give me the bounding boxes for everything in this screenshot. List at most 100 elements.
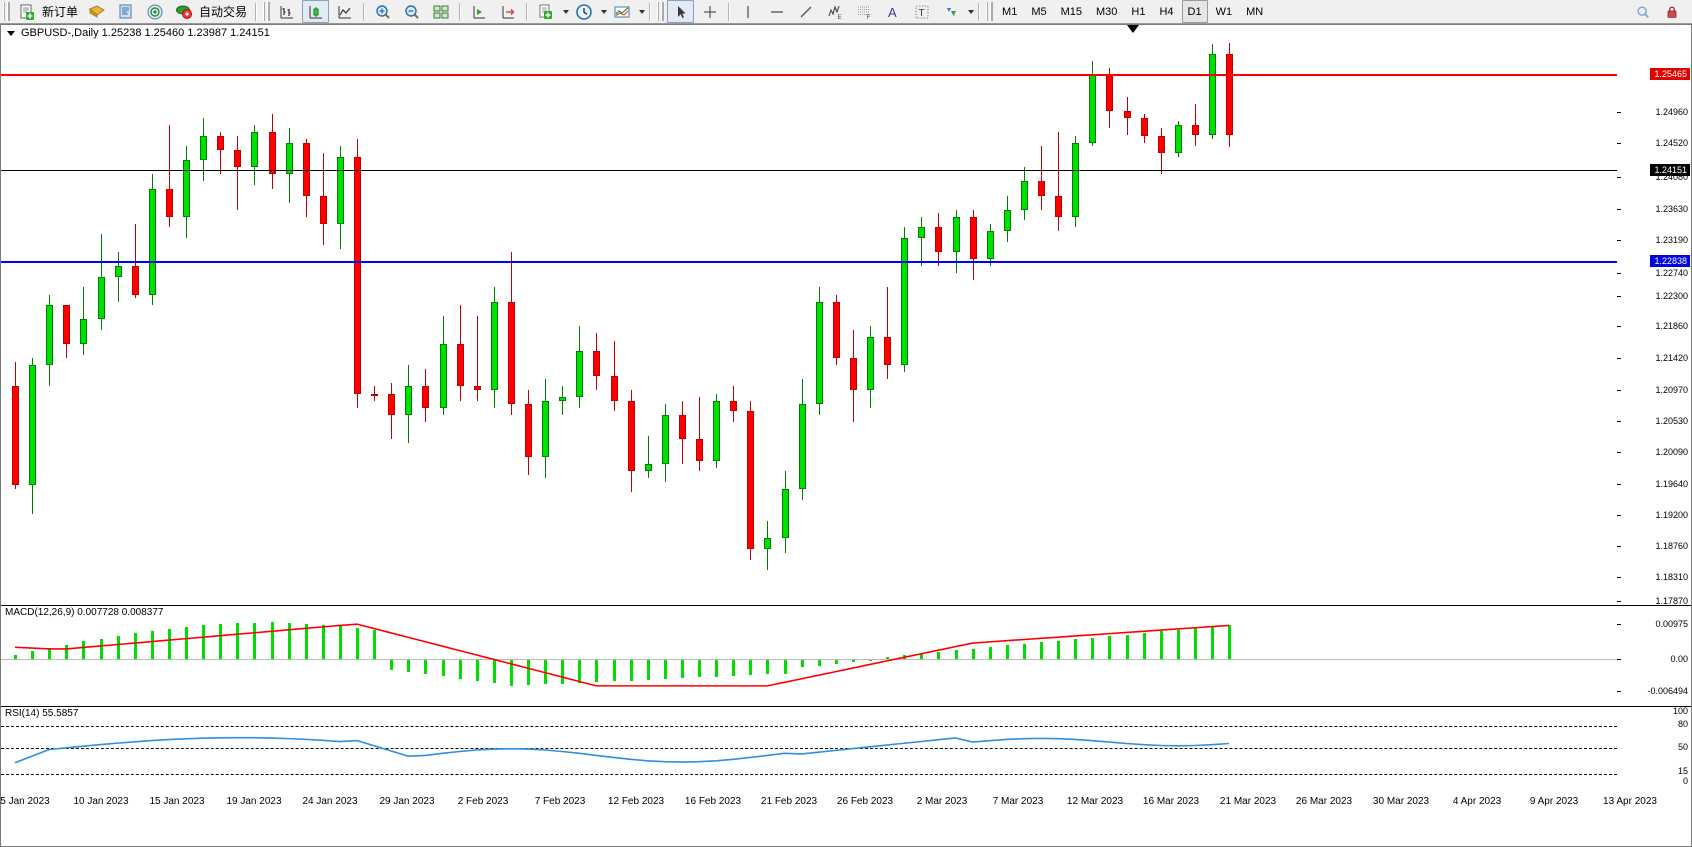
macd-histogram-bar <box>715 659 719 677</box>
zoom-out-icon[interactable] <box>398 0 425 23</box>
zoom-in-icon[interactable] <box>369 0 396 23</box>
fibonacci-icon[interactable]: F <box>850 0 877 23</box>
indicators-dropdown-caret[interactable] <box>639 9 646 14</box>
chart-symbol-ohlc: GBPUSD-,Daily 1.25238 1.25460 1.23987 1.… <box>21 27 270 39</box>
macd-histogram-bar <box>834 659 838 665</box>
templates-dropdown-caret[interactable] <box>563 9 570 14</box>
shapes-icon[interactable] <box>937 0 964 23</box>
chart-symbol-header[interactable]: GBPUSD-,Daily 1.25238 1.25460 1.23987 1.… <box>1 25 270 41</box>
pane-divider-1[interactable] <box>1 605 1691 606</box>
macd-histogram-bar <box>544 659 548 685</box>
hline-support[interactable] <box>1 261 1617 263</box>
toolbar-grip-4[interactable] <box>986 2 994 21</box>
price-label: 1.22300 <box>1655 291 1688 301</box>
rsi-pane[interactable]: RSI(14) 55.5857 100 80 50 15 0 <box>1 706 1691 795</box>
toolbar-grip-3[interactable] <box>657 2 665 21</box>
timeframe-d1[interactable]: D1 <box>1181 0 1208 23</box>
line-chart-icon[interactable] <box>331 0 358 23</box>
macd-histogram-bar <box>680 659 684 679</box>
bar-chart-icon[interactable] <box>273 0 300 23</box>
price-label: 1.20530 <box>1655 416 1688 426</box>
macd-axis: 0.00975 0.00 -0.006494 <box>1617 606 1691 706</box>
label-icon[interactable]: T <box>908 0 935 23</box>
price-label: 1.18760 <box>1655 541 1688 551</box>
date-axis[interactable]: 5 Jan 2023 10 Jan 2023 15 Jan 2023 19 Jan 2… <box>0 794 1691 846</box>
templates-icon[interactable] <box>532 0 559 23</box>
macd-histogram-bar <box>287 622 291 659</box>
price-tick <box>1617 273 1621 274</box>
timeframe-h4[interactable]: H4 <box>1159 5 1174 18</box>
chart-menu-caret[interactable] <box>7 30 15 36</box>
macd-axis-label: 0.00 <box>1670 654 1688 664</box>
macd-histogram-bar <box>851 659 855 663</box>
toolbar-grip[interactable] <box>3 2 10 21</box>
chart-window[interactable]: GBPUSD-,Daily 1.25238 1.25460 1.23987 1.… <box>0 24 1692 847</box>
timeframe-h1[interactable]: H1 <box>1131 5 1146 18</box>
candle <box>644 25 652 605</box>
macd-histogram-bar <box>441 659 445 677</box>
macd-plot-area[interactable]: MACD(12,26,9) 0.007728 0.008377 <box>1 606 1617 706</box>
macd-histogram-bar <box>527 659 530 686</box>
macd-histogram-bar <box>270 622 274 659</box>
macd-histogram-bar <box>886 657 890 659</box>
timeframe-m15[interactable]: M15 <box>1060 5 1082 18</box>
timeframe-m1[interactable]: M1 <box>1002 5 1018 18</box>
shift-end-icon[interactable] <box>465 0 492 23</box>
period-icon[interactable] <box>570 0 597 23</box>
profile-icon[interactable] <box>83 0 110 23</box>
toolbar-grip-2[interactable] <box>263 2 271 21</box>
indicators-icon[interactable] <box>608 0 635 23</box>
auto-scroll-icon[interactable] <box>494 0 521 23</box>
new-order-button[interactable] <box>13 0 40 23</box>
candle <box>165 25 173 605</box>
macd-histogram-bar <box>749 659 753 676</box>
candle <box>29 25 37 605</box>
macd-histogram-bar <box>612 659 616 682</box>
rsi-level-80 <box>1 725 1617 727</box>
text-icon[interactable]: A <box>879 0 906 23</box>
price-plot-area[interactable] <box>1 25 1617 605</box>
timeframe-m30[interactable]: M30 <box>1096 5 1118 18</box>
autotrading-icon[interactable] <box>170 0 197 23</box>
hline-resistance[interactable] <box>1 74 1617 76</box>
shapes-dropdown-caret[interactable] <box>968 9 975 14</box>
macd-histogram-bar <box>1005 645 1009 659</box>
rsi-plot-area[interactable]: RSI(14) 55.5857 <box>1 707 1617 795</box>
trendline-icon[interactable] <box>792 0 819 23</box>
date-label: 12 Mar 2023 <box>1066 796 1124 807</box>
lock-icon[interactable] <box>1658 0 1685 23</box>
macd-histogram-bar <box>1057 640 1061 659</box>
price-pane[interactable]: 1.25465 1.24960 1.24520 1.24151 1.24080 1.236… <box>1 25 1691 606</box>
period-dropdown-caret[interactable] <box>601 9 608 14</box>
market-watch-icon[interactable] <box>112 0 139 23</box>
date-label: 12 Feb 2023 <box>607 796 665 807</box>
tile-windows-icon[interactable] <box>427 0 454 23</box>
candle <box>336 25 344 605</box>
macd-pane[interactable]: MACD(12,26,9) 0.007728 0.008377 0.00975 0… <box>1 606 1691 706</box>
price-axis[interactable]: 1.25465 1.24960 1.24520 1.24151 1.24080 1.236… <box>1617 25 1691 606</box>
cursor-icon[interactable] <box>667 0 695 23</box>
rsi-level-50 <box>1 748 1617 749</box>
search-icon[interactable] <box>1629 0 1656 23</box>
toolbar-separator-6 <box>728 2 730 21</box>
macd-tick <box>1617 691 1621 692</box>
timeframe-w1[interactable]: W1 <box>1215 5 1233 18</box>
hline-icon[interactable] <box>763 0 790 23</box>
vline-icon[interactable] <box>734 0 761 23</box>
macd-histogram-bar <box>116 635 120 659</box>
hline-current-price[interactable] <box>1 170 1617 171</box>
macd-histogram-bar <box>202 625 206 659</box>
macd-histogram-bar <box>920 653 924 659</box>
price-label: 1.22838 <box>1650 255 1690 267</box>
macd-histogram-bar <box>1040 642 1043 659</box>
crosshair-icon[interactable] <box>696 0 723 23</box>
candlestick-chart-icon[interactable] <box>302 0 330 23</box>
navigator-icon[interactable] <box>141 0 168 23</box>
timeframe-mn[interactable]: MN <box>1246 5 1264 18</box>
pane-divider-2[interactable] <box>1 706 1691 707</box>
macd-signal-line <box>14 623 1230 687</box>
elliott-wave-icon[interactable]: E <box>821 0 848 23</box>
macd-histogram-bar <box>475 659 479 682</box>
timeframe-m5[interactable]: M5 <box>1031 5 1047 18</box>
price-label: 1.22740 <box>1655 268 1688 278</box>
